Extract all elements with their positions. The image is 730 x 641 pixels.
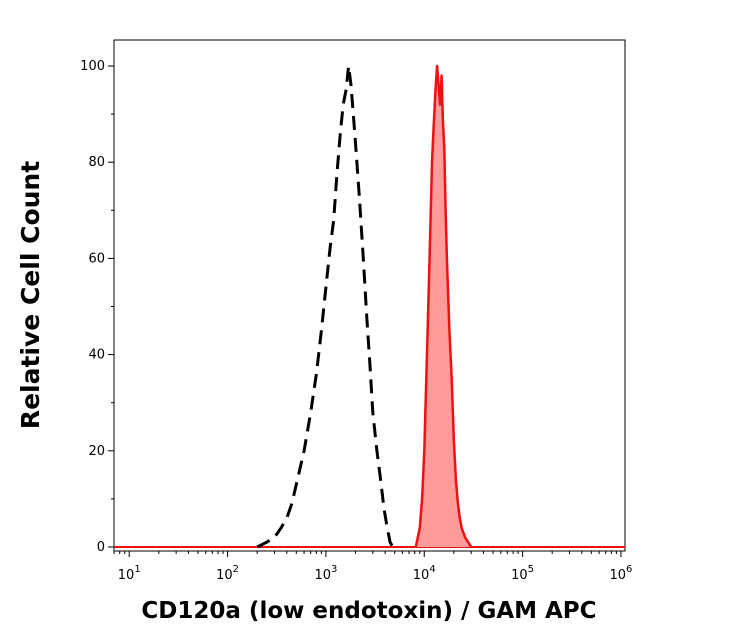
x-axis-title: CD120a (low endotoxin) / GAM APC [141,598,596,624]
y-tick-label-2: 40 [88,348,105,363]
plot-area: 101 102 103 104 105 106 0 20 40 60 80 100 [80,39,632,583]
x-tick-label-5: 106 [609,564,632,583]
plot-frame [113,39,626,552]
x-tick-label-4: 105 [511,564,534,583]
y-tick-label-3: 60 [88,251,105,266]
series-0-line [256,64,395,549]
y-tick-label-4: 80 [88,155,105,170]
y-tick-label-0: 0 [97,540,105,555]
series-1-line [414,64,473,548]
x-tick-label-3: 104 [413,564,436,583]
x-tick-label-1: 102 [216,564,239,583]
x-tick-label-0: 101 [118,564,141,583]
series-1-fill [415,66,472,547]
y-tick-label-1: 20 [88,444,105,459]
y-axis-title: Relative Cell Count [16,161,45,429]
x-tick-label-2: 103 [314,564,337,583]
y-tick-label-5: 100 [80,59,105,74]
